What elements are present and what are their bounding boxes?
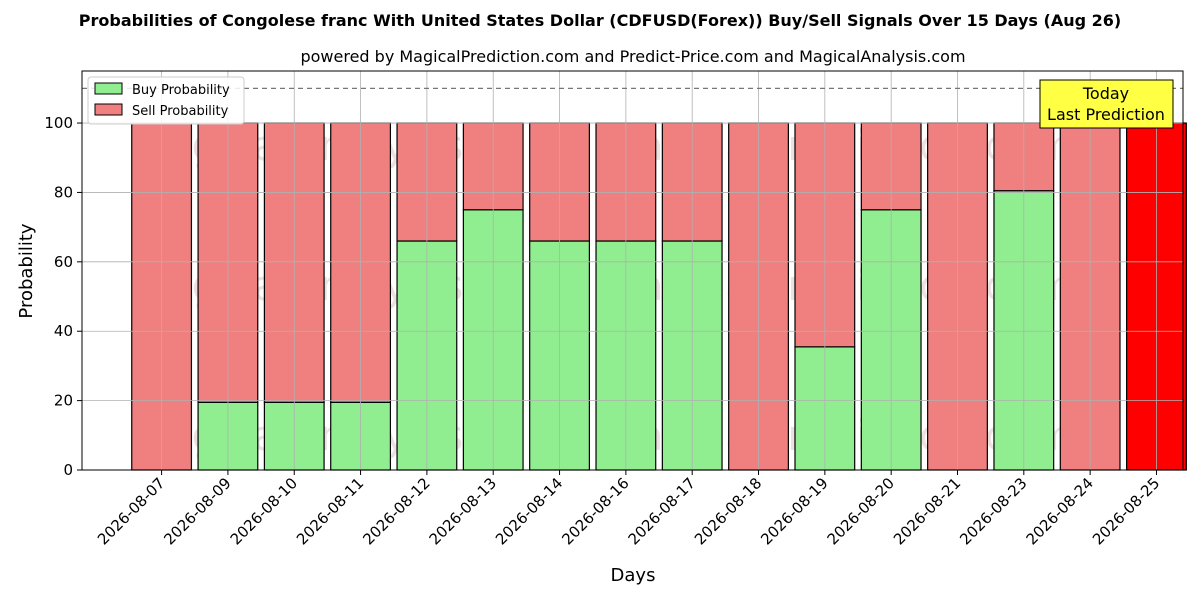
legend-swatch-buy <box>94 82 123 95</box>
plot-frame <box>81 70 1184 471</box>
x-tick-label: 2026-08-07 <box>94 474 168 548</box>
x-tick-label: 2026-08-18 <box>691 474 765 548</box>
x-tick-label: 2026-08-17 <box>625 474 699 548</box>
y-tick-label: 60 <box>54 253 73 271</box>
x-tick-label: 2026-08-19 <box>757 474 831 548</box>
x-axis-label: Days <box>611 565 656 586</box>
y-tick-label: 40 <box>54 322 73 340</box>
y-tick-label: 100 <box>44 114 73 132</box>
y-tick-label: 20 <box>54 392 73 410</box>
x-tick-label: 2026-08-10 <box>227 474 301 548</box>
y-axis-label: Probability <box>16 223 37 318</box>
legend-label-sell: Sell Probability <box>132 104 229 119</box>
x-tick-label: 2026-08-24 <box>1023 474 1097 548</box>
x-tick-label: 2026-08-23 <box>956 474 1030 548</box>
today-annotation-line1: Today <box>1082 84 1129 103</box>
x-tick-label: 2026-08-21 <box>890 474 964 548</box>
grid-layer <box>82 71 1183 471</box>
legend: Buy Probability Sell Probability <box>87 76 245 125</box>
x-tick-label: 2026-08-25 <box>1089 474 1163 548</box>
legend-label-buy: Buy Probability <box>132 83 230 98</box>
legend-box <box>87 76 245 125</box>
x-tick-label: 2026-08-14 <box>492 474 566 548</box>
today-annotation-box <box>1039 79 1174 129</box>
legend-swatch-sell <box>94 103 123 116</box>
x-tick-label: 2026-08-11 <box>293 474 367 548</box>
x-tick-label: 2026-08-13 <box>426 474 500 548</box>
chart-subtitle: powered by MagicalPrediction.com and Pre… <box>300 47 965 66</box>
x-tick-label: 2026-08-12 <box>359 474 433 548</box>
y-tick-label: 80 <box>54 183 73 201</box>
chart-title: Probabilities of Congolese franc With Un… <box>79 11 1121 30</box>
x-tick-label: 2026-08-16 <box>558 474 632 548</box>
today-annotation-line2: Last Prediction <box>1047 105 1165 124</box>
y-tick-label: 0 <box>63 461 73 479</box>
x-tick-label: 2026-08-20 <box>824 474 898 548</box>
today-annotation: Today Last Prediction <box>1039 79 1174 129</box>
x-tick-label: 2026-08-09 <box>160 474 234 548</box>
